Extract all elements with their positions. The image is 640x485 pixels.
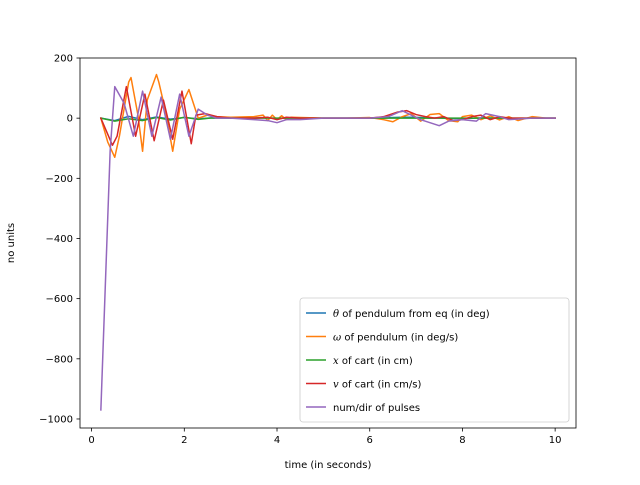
- y-tick-label-4: −200: [46, 174, 73, 185]
- series-line-2: [99, 116, 556, 122]
- legend-label-0: θ of pendulum from eq (in deg): [333, 309, 490, 320]
- y-axis-label: no units: [6, 223, 17, 263]
- legend-label-4: num/dir of pulses: [333, 403, 420, 414]
- x-ticks: 0 2 4 6 8 10: [88, 428, 562, 446]
- x-tick-label-3: 6: [367, 435, 373, 446]
- y-tick-label-1: −800: [46, 354, 73, 365]
- legend: θ of pendulum from eq (in deg) ω of pendu…: [299, 297, 570, 423]
- x-tick-label-2: 4: [274, 435, 280, 446]
- x-tick-label-0: 0: [88, 435, 94, 446]
- legend-label-3: v of cart (in cm/s): [333, 380, 422, 391]
- x-axis-label: time (in seconds): [285, 460, 372, 471]
- legend-label-2: x of cart (in cm): [333, 356, 413, 367]
- x-tick-label-1: 2: [181, 435, 187, 446]
- legend-box: [299, 297, 570, 423]
- series-line-4: [100, 85, 556, 411]
- y-tick-label-5: 0: [67, 114, 73, 125]
- x-tick-label-5: 10: [549, 435, 562, 446]
- y-tick-label-2: −600: [46, 294, 73, 305]
- series-line-3: [99, 85, 556, 146]
- y-ticks: −1000 −800 −600 −400 −200 0 200: [39, 54, 80, 425]
- lines-layer: [99, 73, 556, 411]
- legend-label-1: ω of pendulum (in deg/s): [333, 333, 458, 344]
- x-tick-label-4: 8: [459, 435, 465, 446]
- y-tick-label-0: −1000: [39, 414, 73, 425]
- y-tick-label-3: −400: [46, 234, 73, 245]
- axes-frame: [79, 57, 577, 429]
- y-tick-label-6: 200: [54, 54, 73, 65]
